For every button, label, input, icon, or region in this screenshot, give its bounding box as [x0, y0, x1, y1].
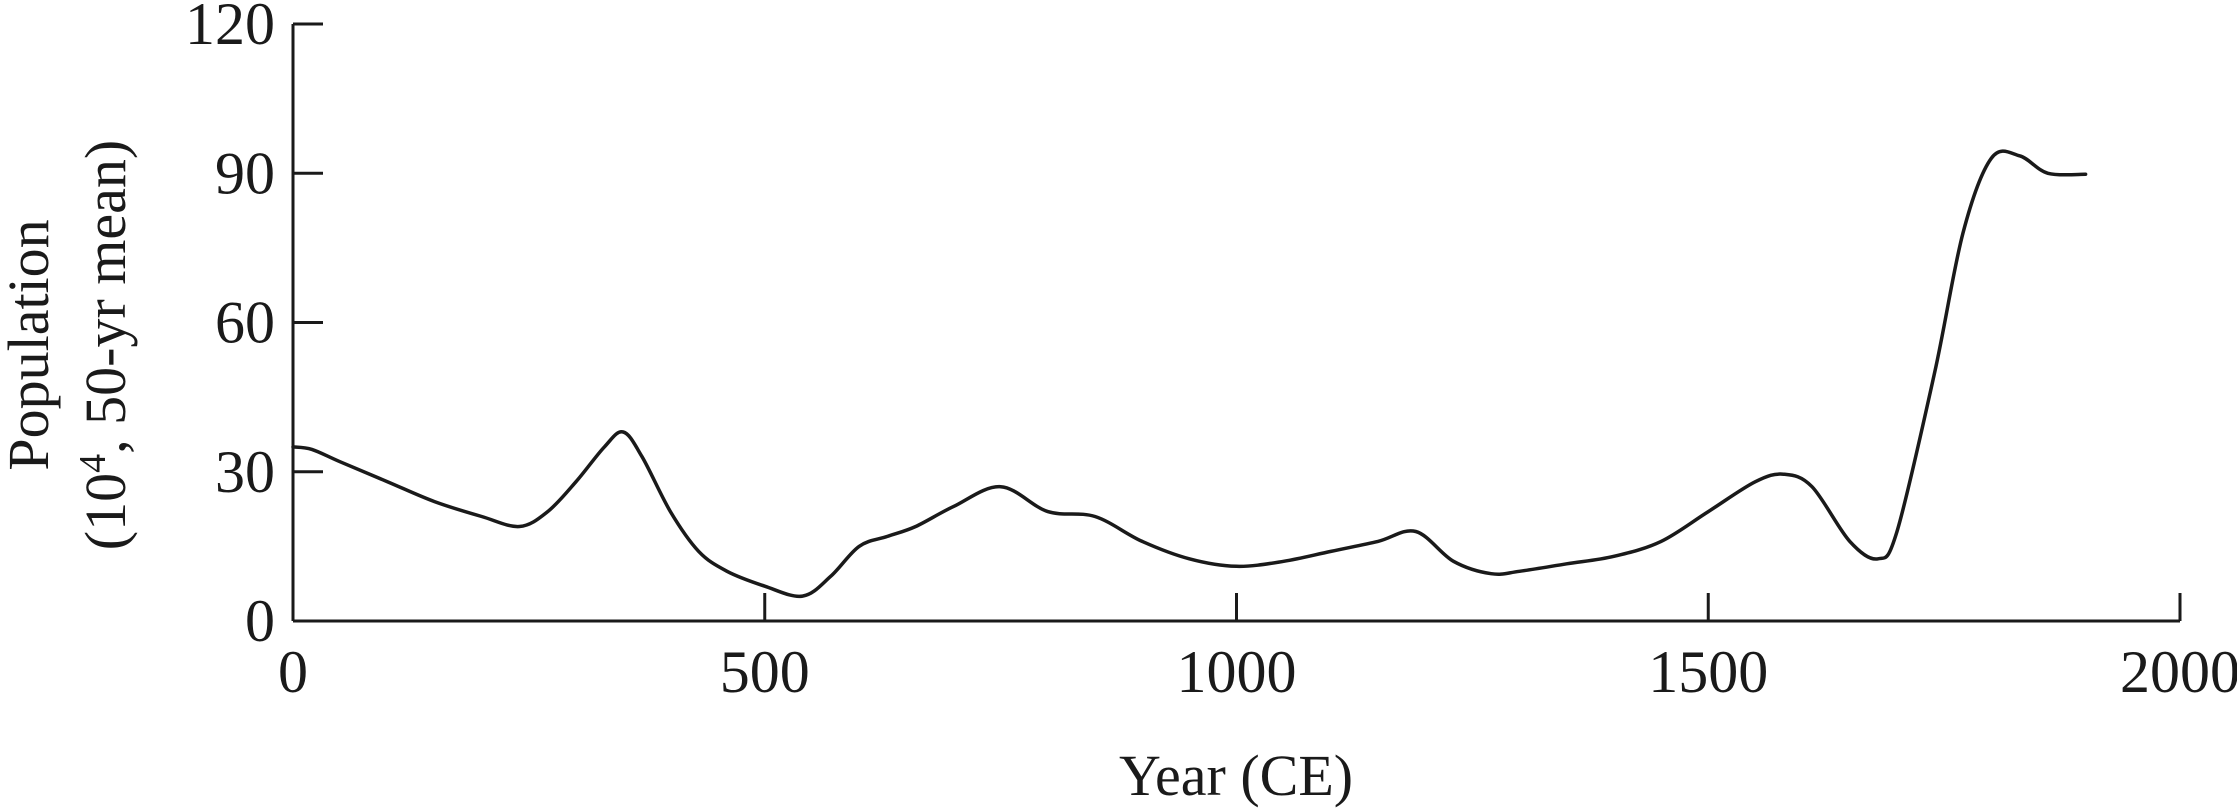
- y-tick-label: 120: [185, 0, 275, 57]
- x-tick-label: 500: [720, 639, 810, 705]
- y-axis-unit: (104, 50-yr mean): [72, 140, 138, 550]
- y-axis-unit-exponent: 4: [72, 454, 114, 473]
- x-tick-label: 2000: [2120, 639, 2237, 705]
- y-axis-ticks: 0 30 60 90 120: [185, 0, 323, 654]
- x-tick-label: 1500: [1648, 639, 1768, 705]
- y-tick-label: 90: [215, 140, 275, 206]
- y-tick-label: 60: [215, 290, 275, 356]
- y-tick-label: 30: [215, 439, 275, 505]
- y-tick-label: 0: [245, 588, 275, 654]
- x-tick-label: 1000: [1177, 639, 1297, 705]
- x-axis-ticks: 0 500 1000 1500 2000: [278, 593, 2237, 705]
- y-axis-unit-prefix: (10: [73, 473, 138, 550]
- x-axis-title: Year (CE): [1119, 743, 1353, 808]
- population-series-line: [291, 149, 2088, 599]
- y-axis-unit-suffix: , 50-yr mean): [73, 140, 138, 454]
- x-tick-label: 0: [278, 639, 308, 705]
- y-axis-title: Population: [0, 219, 61, 470]
